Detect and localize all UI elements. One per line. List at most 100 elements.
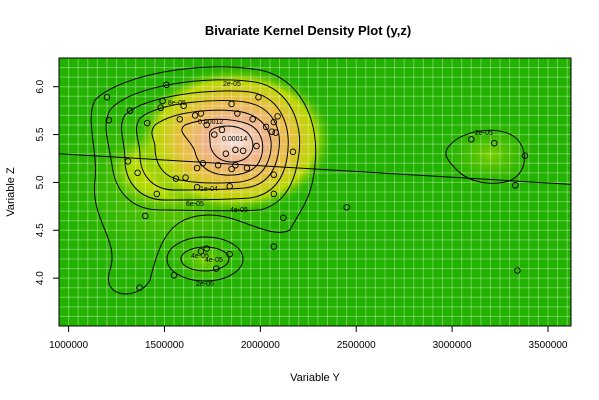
data-point [159,97,166,105]
data-point [143,119,151,127]
contour-0.00012-main [181,118,264,176]
contour-4e-05-main [105,79,301,212]
contour-6e-05-main [120,90,289,201]
x-tick-label: 3500000 [529,340,568,351]
regression-line [59,153,571,185]
data-point [270,118,278,126]
x-tick-label: 1000000 [49,340,88,351]
data-point [521,152,529,159]
data-point [103,93,111,101]
data-point [203,245,210,252]
data-point [253,142,260,150]
x-axis: 1000000 1500000 2000000 2500000 3000000 35000… [49,325,568,351]
y-axis: 4.0 4.5 5.0 5.5 6.0 [35,79,60,285]
contour-label-8e-05: 8e-05 [168,100,186,107]
y-tick-label: 5.0 [35,175,46,189]
data-point [270,243,278,250]
data-point [343,204,350,211]
contour-label-6e-05: 6e-05 [186,201,204,208]
contour-0.00014-main [208,125,254,163]
density-region-lower [165,232,245,288]
x-tick-label: 3000000 [433,340,472,351]
density-region-main [135,65,335,215]
x-tick-label: 2000000 [241,340,280,351]
data-point [105,116,113,124]
y-tick-label: 5.5 [35,127,46,141]
contour-lines [90,66,525,295]
data-point [182,174,189,181]
data-point [136,284,143,291]
data-point [176,116,184,123]
data-point [126,107,134,114]
contour-label-0.00012: 0.00012 [198,119,223,126]
data-point [142,212,149,220]
data-point [234,110,241,117]
data-point [239,147,247,155]
data-point [214,161,222,169]
chart-title: Bivariate Kernel Density Plot (y,z) [205,23,411,38]
contour-label-4e-05-inner: 4e-05 [191,253,209,260]
data-point [197,248,205,255]
data-point [270,190,278,198]
data-point [226,183,233,190]
contour-2e-05-right [445,129,525,184]
data-point [270,171,278,179]
data-point [255,93,262,101]
contour-2e-05-main [90,66,317,295]
data-point [153,190,161,198]
x-tick-label: 2500000 [337,340,376,351]
y-tick-label: 4.5 [35,223,46,237]
data-point [218,126,226,134]
contour-labels: 2e-05 8e-05 0.00012 0.00014 1e-04 6e-05 … [168,81,493,288]
contour-label-4e-05-lower: 4e-05 [205,257,223,264]
y-tick-label: 6.0 [35,79,46,93]
data-point [514,267,521,274]
data-point [232,161,239,169]
contour-4e-05-lower [180,246,230,272]
contour-label-2e-05-top: 2e-05 [223,81,241,88]
data-point [222,150,230,157]
contour-label-2e-05-lower: 2e-05 [196,281,214,288]
data-point [262,123,270,131]
data-point [272,129,279,136]
x-axis-label: Variable Y [290,372,340,384]
y-tick-label: 4.0 [35,271,46,285]
contour-label-4e-05-main: 4e-05 [230,207,248,214]
contour-2e-05-lower [166,236,244,282]
data-point [203,121,210,129]
data-point [228,100,235,108]
data-point [243,164,251,172]
data-point [228,165,235,173]
data-point [180,102,187,110]
data-point [280,214,287,222]
data-point [468,136,475,143]
scatter-points [103,81,529,291]
data-point [193,164,201,172]
data-point [274,113,281,120]
data-point [199,160,207,167]
data-point [211,131,218,138]
data-point [170,272,178,279]
y-axis-label: Variable Z [5,167,17,217]
data-point [172,175,180,182]
data-point [157,104,164,112]
data-point [197,110,205,117]
x-tick-label: 1500000 [145,340,184,351]
data-point [289,148,297,156]
data-point [249,116,256,123]
density-surface [59,58,571,326]
data-point [193,183,201,191]
data-point [512,182,519,189]
contour-1e-04-main [151,109,272,184]
data-point [124,158,132,165]
contour-8e-05-main [135,100,280,191]
contour-label-0.00014: 0.00014 [222,136,247,143]
data-point [134,169,141,177]
data-point [212,265,220,272]
data-point [191,112,199,119]
contour-label-1e-04: 1e-04 [200,186,218,193]
data-point [491,139,498,147]
plot-area: 2e-05 8e-05 0.00012 0.00014 1e-04 6e-05 … [58,57,572,327]
data-point [232,146,239,154]
